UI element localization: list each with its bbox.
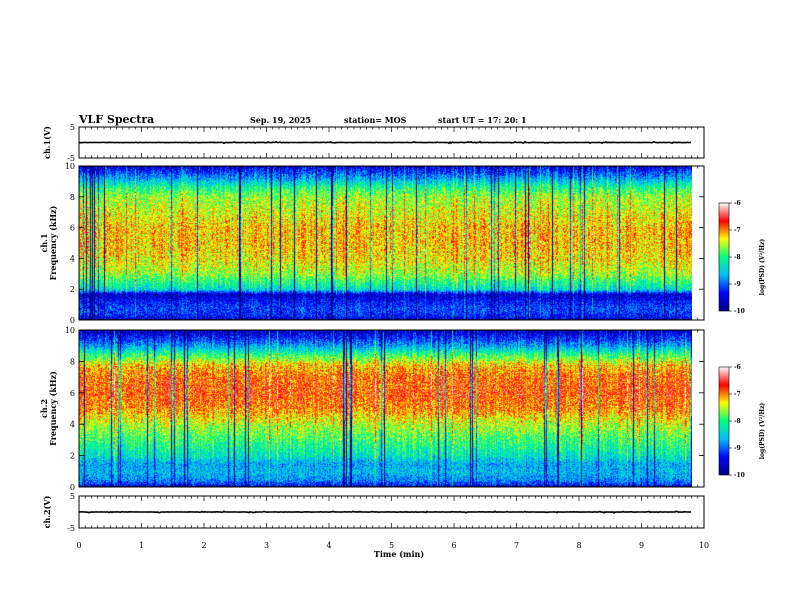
colorbar-tick-label: -10 (734, 472, 745, 479)
waveform-trace (78, 510, 691, 514)
y-axis-label: Frequency (kHz) (48, 205, 58, 280)
y-tick-label: 5 (70, 123, 75, 132)
x-tick-label: 3 (264, 541, 269, 550)
y-tick-label: 0 (70, 316, 75, 325)
y-tick-label: -5 (67, 524, 75, 533)
colorbar-scale (718, 366, 730, 476)
date-label: Sep. 19, 2025 (250, 115, 311, 125)
x-tick-label: 4 (326, 541, 331, 550)
y-tick-label: 2 (70, 452, 75, 461)
ch2-colorbar: -6 -7 -8 -9 -10 log(PSD) (V²/Hz) (718, 364, 766, 479)
ch1-waveform-panel: 5 -5 ch.1(V) (42, 123, 705, 163)
y-tick-label: 2 (70, 285, 75, 294)
y-tick-label: 6 (70, 389, 75, 398)
colorbar-tick-label: -10 (734, 308, 745, 315)
ch2-spectrogram-panel: 0 2 4 6 8 10 ch.2 Frequency (kHz) (39, 326, 705, 492)
x-tick-label: 6 (451, 541, 456, 550)
colorbar-tick-label: -9 (734, 281, 741, 288)
y-tick-label: 0 (70, 483, 75, 492)
ch1-colorbar: -6 -7 -8 -9 -10 log(PSD) (V²/Hz) (718, 200, 766, 315)
x-tick-label: 2 (201, 541, 206, 550)
waveform-trace (78, 140, 691, 145)
colorbar-tick-label: -6 (734, 364, 741, 371)
x-tick-label: 0 (76, 541, 81, 550)
x-tick-label: 5 (389, 541, 394, 550)
figure-title: VLF Spectra (78, 113, 154, 126)
spectrogram-image (79, 330, 692, 487)
y-tick-label: 5 (70, 492, 75, 501)
ch1-spectrogram-panel: 0 2 4 6 8 10 ch.1 Frequency (kHz) (39, 162, 705, 325)
colorbar-tick-label: -8 (734, 254, 741, 261)
y-tick-label: 8 (70, 193, 75, 202)
start-time-label: start UT = 17: 20: 1 (438, 115, 527, 125)
x-tick-label: 9 (639, 541, 644, 550)
spectrogram-image (79, 166, 692, 320)
y-tick-label: 8 (70, 357, 75, 366)
x-tick-label: 1 (139, 541, 144, 550)
x-axis: 0 1 2 3 4 5 6 7 8 9 10 (76, 541, 709, 550)
colorbar-tick-label: -9 (734, 445, 741, 452)
x-axis-label: Time (min) (374, 549, 424, 559)
colorbar-label: log(PSD) (V²/Hz) (759, 239, 766, 296)
y-axis-label: ch.1 (39, 233, 49, 252)
colorbar-tick-label: -7 (734, 227, 741, 234)
x-tick-label: 7 (514, 541, 519, 550)
colorbar-scale (718, 202, 730, 312)
y-tick-label: 6 (70, 224, 75, 233)
y-tick-label: 10 (65, 162, 75, 171)
y-axis-label: ch.2(V) (42, 495, 52, 528)
y-tick-label: 4 (70, 254, 75, 263)
y-axis-label: Frequency (kHz) (48, 371, 58, 446)
x-tick-label: 10 (699, 541, 709, 550)
y-axis-label: ch.2 (39, 399, 49, 418)
ch2-waveform-panel: 5 -5 ch.2(V) (42, 492, 705, 533)
colorbar-tick-label: -7 (734, 391, 741, 398)
colorbar-tick-label: -6 (734, 200, 741, 207)
y-tick-label: 4 (70, 420, 75, 429)
colorbar-tick-label: -8 (734, 418, 741, 425)
y-tick-label: -5 (67, 154, 75, 163)
station-label: station= MOS (344, 115, 407, 125)
x-tick-label: 8 (576, 541, 581, 550)
y-axis-label: ch.1(V) (42, 126, 52, 159)
colorbar-label: log(PSD) (V²/Hz) (759, 403, 766, 460)
y-tick-label: 10 (65, 326, 75, 335)
